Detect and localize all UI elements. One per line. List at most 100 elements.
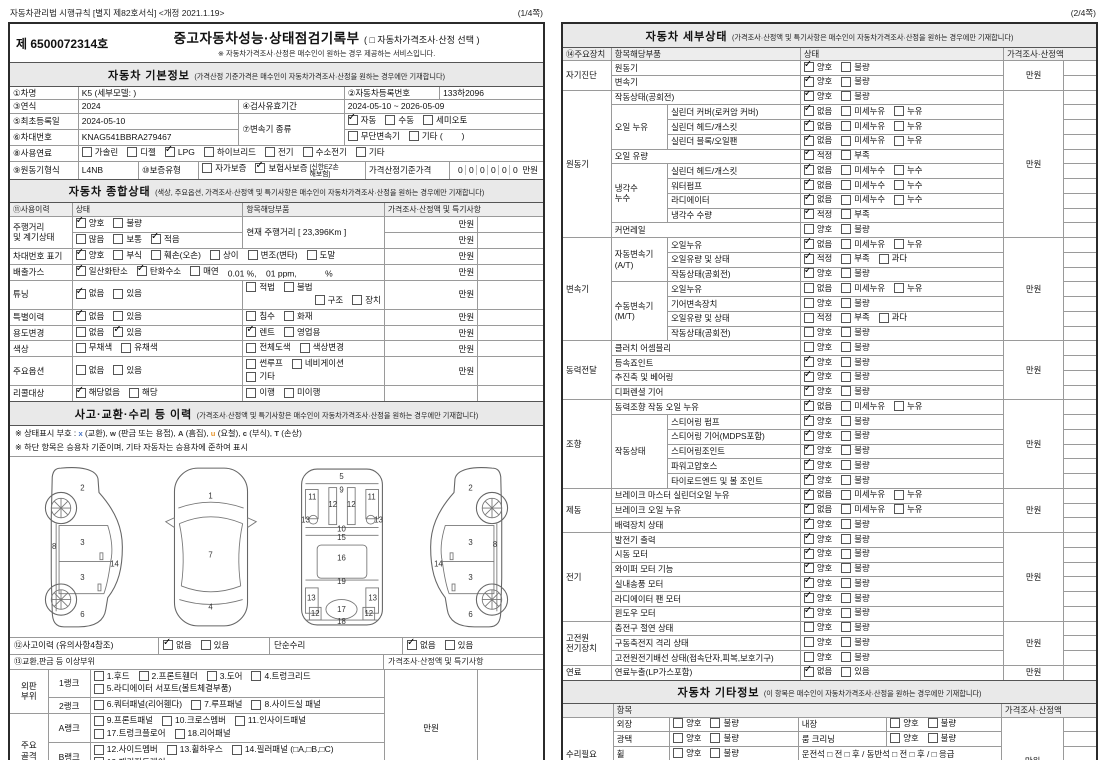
checkbox[interactable] bbox=[841, 401, 852, 411]
checkbox[interactable] bbox=[113, 218, 124, 229]
checkbox[interactable] bbox=[841, 563, 852, 574]
checkbox-checked[interactable] bbox=[75, 310, 86, 321]
checkbox[interactable] bbox=[841, 415, 852, 426]
checkbox[interactable] bbox=[841, 504, 852, 515]
checkbox-checked[interactable] bbox=[803, 445, 814, 456]
checkbox[interactable] bbox=[894, 135, 905, 146]
checkbox-checked[interactable] bbox=[803, 268, 814, 279]
checkbox[interactable] bbox=[841, 283, 852, 293]
checkbox[interactable] bbox=[113, 250, 124, 261]
checkbox[interactable] bbox=[803, 283, 814, 293]
checkbox[interactable] bbox=[234, 715, 245, 726]
checkbox[interactable] bbox=[247, 250, 258, 261]
checkbox[interactable] bbox=[841, 651, 852, 662]
checkbox[interactable] bbox=[890, 718, 901, 729]
checkbox[interactable] bbox=[121, 342, 132, 353]
checkbox[interactable] bbox=[93, 744, 104, 755]
checkbox-checked[interactable] bbox=[803, 135, 814, 146]
checkbox-checked[interactable] bbox=[803, 533, 814, 544]
checkbox[interactable] bbox=[841, 533, 852, 544]
checkbox[interactable] bbox=[347, 131, 358, 141]
checkbox[interactable] bbox=[841, 150, 852, 161]
checkbox[interactable] bbox=[841, 135, 852, 146]
checkbox[interactable] bbox=[894, 106, 905, 116]
checkbox-checked[interactable] bbox=[75, 217, 86, 229]
checkbox[interactable] bbox=[423, 115, 434, 126]
checkbox[interactable] bbox=[251, 699, 262, 710]
checkbox[interactable] bbox=[894, 179, 905, 190]
checkbox[interactable] bbox=[841, 592, 852, 603]
checkbox[interactable] bbox=[803, 637, 814, 647]
checkbox-checked[interactable] bbox=[803, 194, 814, 205]
checkbox-checked[interactable] bbox=[75, 286, 86, 299]
checkbox-checked[interactable] bbox=[246, 326, 257, 337]
checkbox[interactable] bbox=[203, 146, 214, 157]
checkbox[interactable] bbox=[93, 683, 104, 694]
checkbox[interactable] bbox=[841, 607, 852, 618]
checkbox-checked[interactable] bbox=[803, 548, 814, 559]
checkbox[interactable] bbox=[190, 266, 201, 277]
checkbox[interactable] bbox=[302, 146, 313, 157]
checkbox[interactable] bbox=[93, 728, 104, 739]
checkbox[interactable] bbox=[710, 718, 721, 729]
checkbox-checked[interactable] bbox=[803, 371, 814, 382]
checkbox[interactable] bbox=[93, 699, 104, 710]
checkbox[interactable] bbox=[894, 120, 905, 131]
checkbox[interactable] bbox=[138, 670, 149, 681]
checkbox[interactable] bbox=[841, 460, 852, 470]
checkbox[interactable] bbox=[93, 715, 104, 726]
checkbox[interactable] bbox=[246, 371, 257, 382]
checkbox[interactable] bbox=[710, 733, 721, 743]
checkbox[interactable] bbox=[841, 106, 852, 116]
checkbox-checked[interactable] bbox=[803, 519, 814, 529]
checkbox-checked[interactable] bbox=[803, 578, 814, 588]
checkbox[interactable] bbox=[291, 358, 302, 369]
checkbox[interactable] bbox=[841, 622, 852, 633]
checkbox-checked[interactable] bbox=[164, 146, 175, 157]
checkbox[interactable] bbox=[841, 386, 852, 397]
checkbox[interactable] bbox=[162, 715, 172, 726]
checkbox[interactable] bbox=[673, 733, 684, 743]
checkbox[interactable] bbox=[841, 76, 852, 87]
checkbox[interactable] bbox=[841, 238, 852, 249]
checkbox[interactable] bbox=[841, 474, 852, 485]
checkbox[interactable] bbox=[246, 310, 257, 321]
checkbox[interactable] bbox=[894, 504, 905, 515]
checkbox[interactable] bbox=[841, 91, 852, 102]
checkbox[interactable] bbox=[246, 282, 257, 293]
checkbox[interactable] bbox=[174, 728, 185, 739]
checkbox[interactable] bbox=[191, 699, 202, 710]
checkbox[interactable] bbox=[113, 310, 124, 321]
checkbox[interactable] bbox=[841, 297, 852, 308]
checkbox[interactable] bbox=[166, 744, 177, 755]
checkbox[interactable] bbox=[841, 268, 852, 279]
checkbox[interactable] bbox=[75, 365, 86, 376]
checkbox[interactable] bbox=[75, 326, 86, 337]
checkbox[interactable] bbox=[283, 326, 294, 337]
checkbox[interactable] bbox=[93, 757, 104, 760]
checkbox[interactable] bbox=[841, 61, 852, 72]
checkbox[interactable] bbox=[209, 250, 220, 261]
checkbox-checked[interactable] bbox=[803, 238, 814, 249]
checkbox[interactable] bbox=[841, 371, 852, 382]
checkbox[interactable] bbox=[841, 637, 852, 647]
checkbox[interactable] bbox=[283, 387, 294, 398]
checkbox[interactable] bbox=[408, 131, 419, 141]
checkbox-checked[interactable] bbox=[803, 253, 814, 264]
checkbox[interactable] bbox=[231, 744, 242, 755]
checkbox[interactable] bbox=[129, 387, 139, 398]
checkbox[interactable] bbox=[246, 387, 257, 398]
checkbox[interactable] bbox=[75, 342, 86, 353]
checkbox[interactable] bbox=[894, 489, 905, 500]
checkbox-checked[interactable] bbox=[803, 150, 814, 161]
checkbox[interactable] bbox=[890, 733, 901, 743]
checkbox[interactable] bbox=[113, 365, 124, 376]
checkbox[interactable] bbox=[113, 288, 124, 299]
checkbox-checked[interactable] bbox=[803, 106, 814, 116]
checkbox[interactable] bbox=[352, 294, 363, 305]
checkbox-checked[interactable] bbox=[803, 430, 814, 441]
checkbox-checked[interactable] bbox=[75, 387, 86, 398]
checkbox-checked[interactable] bbox=[803, 91, 814, 102]
checkbox[interactable] bbox=[264, 146, 275, 157]
checkbox[interactable] bbox=[75, 234, 86, 245]
